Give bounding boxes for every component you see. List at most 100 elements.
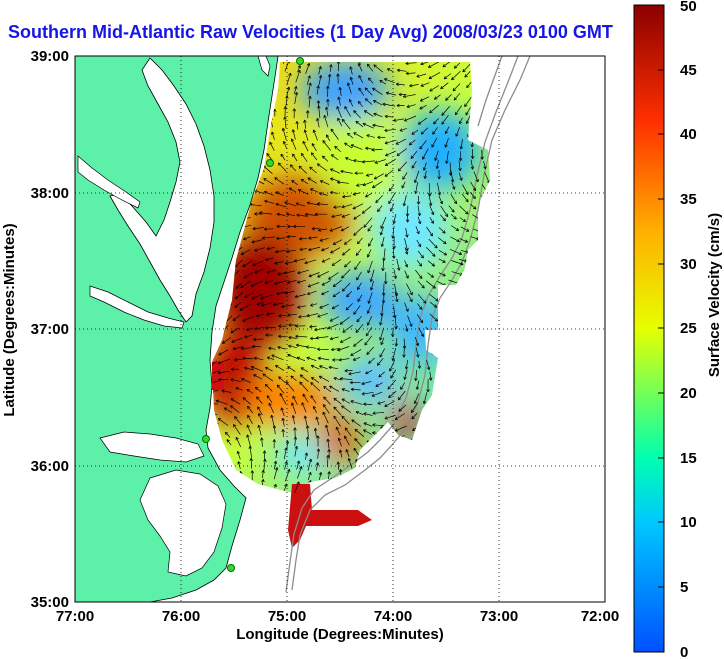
velocity-arrow-head — [368, 244, 372, 247]
velocity-arrow — [325, 424, 330, 437]
velocity-arrow-head — [453, 97, 456, 101]
velocity-arrow-head — [460, 262, 464, 265]
velocity-arrow — [321, 247, 330, 251]
velocity-arrow-head — [397, 298, 399, 302]
velocity-arrow — [294, 258, 306, 262]
velocity-arrow-head — [276, 213, 280, 217]
velocity-arrow — [296, 460, 300, 470]
velocity-arrow-head — [278, 162, 282, 165]
velocity-arrow-head — [405, 234, 408, 238]
velocity-arrow — [392, 348, 397, 361]
velocity-arrow — [342, 195, 352, 198]
velocity-arrow-head — [393, 255, 396, 259]
velocity-arrow — [390, 369, 397, 379]
velocity-arrow — [251, 239, 263, 243]
velocity-arrow — [340, 170, 353, 174]
colorbar-label: Surface Velocity (cm/s) — [706, 213, 723, 377]
velocity-arrow-head — [429, 234, 433, 237]
velocity-arrow-head — [341, 276, 345, 279]
velocity-arrow-head — [240, 251, 243, 255]
velocity-arrow-head — [278, 376, 282, 378]
velocity-arrow-head — [358, 100, 362, 103]
velocity-arrow-head — [337, 437, 339, 442]
velocity-arrow-head — [289, 164, 292, 168]
velocity-arrow — [241, 347, 253, 350]
velocity-arrow-head — [306, 356, 310, 358]
velocity-arrow-head — [338, 449, 341, 453]
velocity-arrow — [230, 327, 240, 334]
velocity-arrow-head — [250, 366, 254, 370]
velocity-arrow-head — [383, 281, 387, 285]
velocity-arrow — [254, 247, 265, 252]
velocity-arrow-head — [290, 164, 294, 167]
velocity-arrow — [274, 177, 285, 185]
velocity-arrow-head — [243, 275, 246, 279]
velocity-arrow-head — [281, 306, 285, 309]
velocity-arrow — [396, 258, 400, 271]
velocity-arrow — [255, 386, 262, 393]
velocity-arrow — [240, 249, 251, 255]
velocity-arrow-head — [221, 389, 225, 391]
velocity-arrow — [262, 373, 274, 382]
velocity-arrow-head — [409, 85, 413, 88]
velocity-arrow-head — [398, 169, 402, 172]
velocity-arrow-head — [331, 349, 335, 352]
velocity-arrow — [326, 455, 329, 468]
velocity-arrow-head — [422, 301, 427, 304]
velocity-arrow — [341, 226, 350, 232]
velocity-arrow — [242, 260, 253, 267]
velocity-arrow-head — [355, 411, 359, 415]
velocity-arrow — [288, 187, 297, 193]
velocity-arrow-head — [371, 393, 375, 397]
velocity-arrow-head — [318, 75, 322, 78]
velocity-arrow-head — [416, 74, 420, 77]
velocity-arrow — [458, 172, 463, 181]
velocity-arrow-head — [290, 73, 292, 77]
velocity-arrow — [329, 226, 342, 232]
velocity-arrow — [266, 395, 273, 403]
velocity-arrow — [410, 150, 418, 159]
velocity-arrow — [363, 413, 373, 416]
velocity-arrow-head — [396, 82, 400, 85]
velocity-arrow-head — [408, 142, 411, 146]
velocity-arrow-head — [390, 209, 394, 212]
velocity-arrow — [350, 66, 353, 75]
velocity-arrow-head — [313, 428, 316, 432]
velocity-arrow — [254, 190, 265, 194]
velocity-arrow-head — [433, 263, 435, 267]
velocity-arrow-head — [307, 436, 310, 440]
velocity-arrow-head — [276, 384, 279, 388]
velocity-arrow — [404, 238, 408, 251]
velocity-arrow — [328, 471, 330, 480]
velocity-arrow-head — [292, 129, 296, 132]
velocity-arrow-head — [377, 362, 379, 366]
velocity-arrow-head — [325, 424, 327, 428]
velocity-arrow-head — [256, 396, 258, 400]
velocity-arrow-head — [242, 397, 245, 401]
velocity-arrow — [470, 181, 477, 191]
velocity-arrow — [437, 237, 447, 245]
velocity-arrow-head — [276, 291, 280, 295]
velocity-arrow — [329, 385, 340, 392]
velocity-arrow — [284, 201, 297, 207]
velocity-arrow-head — [246, 434, 248, 438]
velocity-arrow — [265, 366, 273, 372]
velocity-arrow-head — [333, 376, 337, 379]
velocity-arrow-head — [367, 323, 371, 326]
velocity-arrow-head — [266, 153, 270, 155]
velocity-arrow — [458, 160, 461, 171]
velocity-arrow-head — [405, 328, 408, 332]
velocity-arrow — [464, 96, 472, 107]
velocity-arrow-head — [262, 237, 266, 240]
velocity-arrow — [358, 101, 363, 108]
velocity-arrow-head — [266, 395, 270, 398]
velocity-arrow-head — [356, 183, 359, 186]
velocity-arrow-head — [323, 115, 325, 119]
velocity-arrow — [215, 400, 229, 405]
velocity-arrow-head — [230, 379, 234, 382]
velocity-arrow — [307, 177, 317, 184]
velocity-arrow-head — [263, 469, 265, 474]
velocity-arrow — [286, 86, 290, 97]
velocity-arrow — [345, 157, 353, 162]
velocity-arrow-head — [350, 66, 353, 70]
